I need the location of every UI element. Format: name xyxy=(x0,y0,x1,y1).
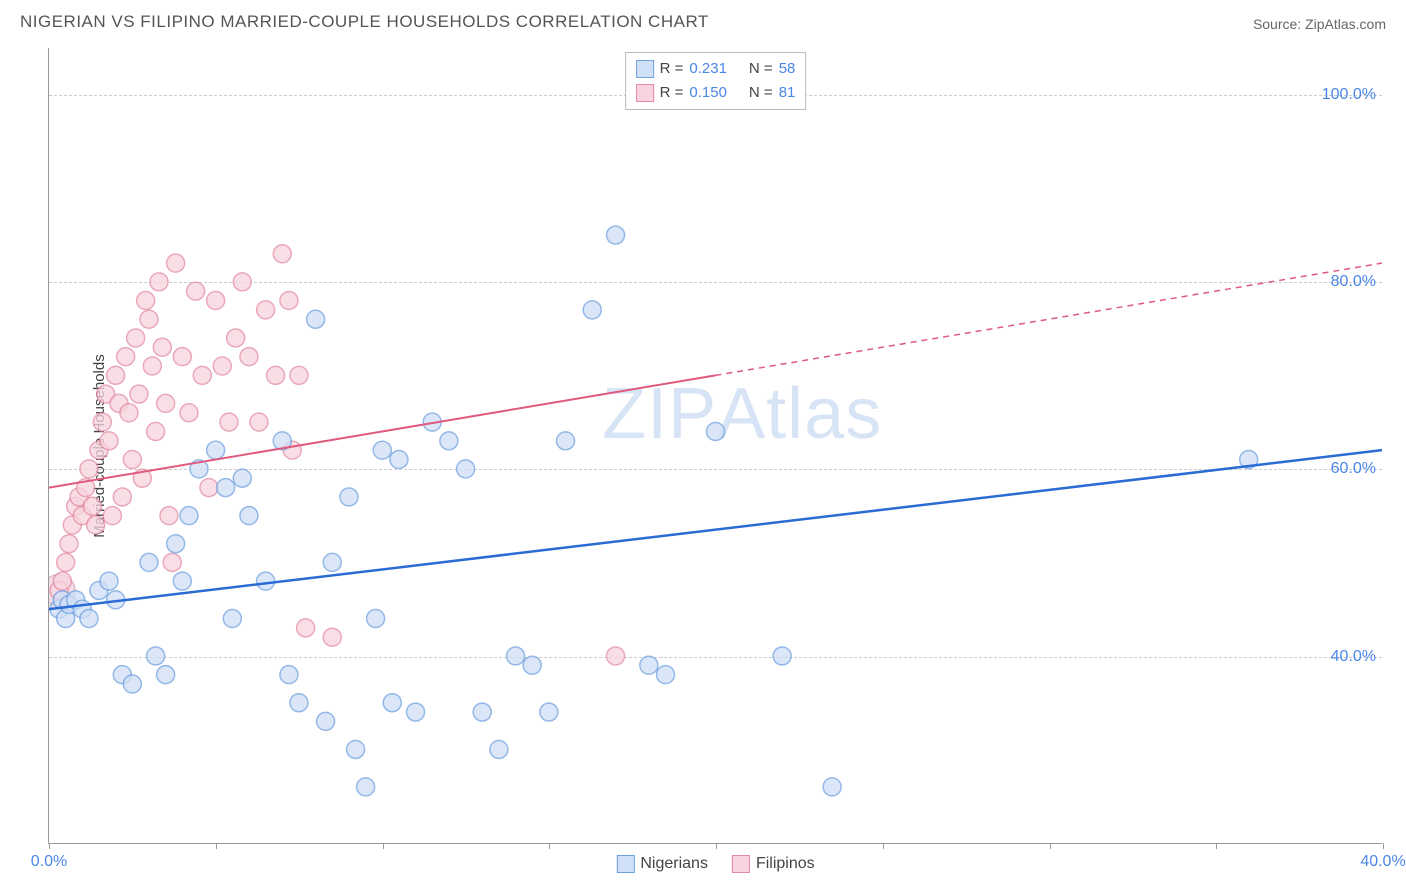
x-tick xyxy=(383,843,384,849)
legend-swatch xyxy=(636,84,654,102)
x-tick-label: 0.0% xyxy=(31,853,67,871)
stats-legend-row: R =0.150 N =81 xyxy=(636,81,796,105)
chart-title: NIGERIAN VS FILIPINO MARRIED-COUPLE HOUS… xyxy=(20,12,709,32)
x-tick xyxy=(1216,843,1217,849)
x-tick xyxy=(549,843,550,849)
chart-plot-area: ZIPAtlas R =0.231N =58R =0.150N =81 Nige… xyxy=(48,48,1382,844)
legend-swatch xyxy=(636,60,654,78)
stats-legend: R =0.231 N =58 R =0.150 N =81 xyxy=(625,52,807,110)
n-label: N = xyxy=(749,81,773,105)
source-attribution: Source: ZipAtlas.com xyxy=(1253,16,1386,32)
x-tick-label: 40.0% xyxy=(1360,853,1405,871)
scatter-plot-svg xyxy=(49,48,1382,843)
n-value: 58 xyxy=(779,57,796,81)
x-tick xyxy=(1383,843,1384,849)
stats-legend-row: R =0.231 N =58 xyxy=(636,57,796,81)
r-value: 0.231 xyxy=(689,57,727,81)
x-tick xyxy=(216,843,217,849)
x-tick xyxy=(883,843,884,849)
series-legend-item: Nigerians xyxy=(616,855,708,873)
legend-swatch xyxy=(732,855,750,873)
legend-swatch xyxy=(616,855,634,873)
series-legend-item: Filipinos xyxy=(732,855,815,873)
r-label: R = xyxy=(660,81,684,105)
series-label: Filipinos xyxy=(756,855,815,873)
x-tick xyxy=(1050,843,1051,849)
x-tick xyxy=(49,843,50,849)
r-label: R = xyxy=(660,57,684,81)
n-value: 81 xyxy=(779,81,796,105)
series-legend: Nigerians Filipinos xyxy=(616,855,814,873)
series-label: Nigerians xyxy=(640,855,708,873)
n-label: N = xyxy=(749,57,773,81)
x-tick xyxy=(716,843,717,849)
r-value: 0.150 xyxy=(689,81,727,105)
